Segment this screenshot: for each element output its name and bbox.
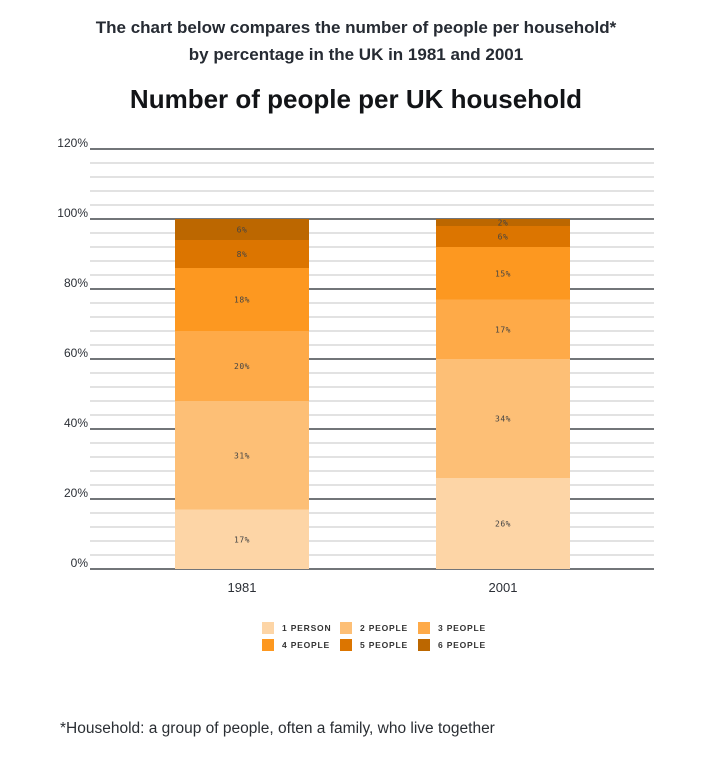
legend-swatch xyxy=(262,639,274,651)
segment-label: 17% xyxy=(234,535,250,544)
legend-swatch xyxy=(340,639,352,651)
segment-label: 6% xyxy=(237,226,248,235)
legend-swatch xyxy=(262,622,274,634)
legend-swatch xyxy=(418,622,430,634)
bar-segment xyxy=(436,226,570,247)
bar-segment xyxy=(436,219,570,226)
x-tick-label: 2001 xyxy=(489,580,518,595)
intro-line-2: by percentage in the UK in 1981 and 2001 xyxy=(188,45,524,64)
bar-segment xyxy=(175,240,309,268)
y-tick-label: 100% xyxy=(57,206,88,220)
legend-label: 5 PEOPLE xyxy=(360,640,408,650)
bar-segment xyxy=(436,478,570,569)
segment-label: 31% xyxy=(234,451,250,460)
segment-label: 20% xyxy=(234,362,250,371)
legend-label: 4 PEOPLE xyxy=(282,640,330,650)
legend-label: 1 PERSON xyxy=(282,623,331,633)
segment-label: 34% xyxy=(495,415,511,424)
segment-label: 2% xyxy=(498,219,509,228)
segment-label: 8% xyxy=(237,250,248,259)
stacked-bar-chart: 0% 20% 40% 60% 80% 100% 120% 17% 31% 20% 18% 8% 6% 19… xyxy=(57,136,654,651)
chart-intro: The chart below compares the number of p… xyxy=(0,14,712,68)
segment-label: 6% xyxy=(498,233,509,242)
y-tick-label: 20% xyxy=(64,486,88,500)
bar-segment xyxy=(436,359,570,478)
legend-label: 3 PEOPLE xyxy=(438,623,486,633)
y-tick-label: 0% xyxy=(71,556,89,570)
y-tick-label: 60% xyxy=(64,346,88,360)
bar-segment xyxy=(436,299,570,359)
intro-line-1: The chart below compares the number of p… xyxy=(95,18,617,37)
bar-segment xyxy=(436,247,570,300)
bar-segment xyxy=(175,268,309,331)
bar-segment xyxy=(175,509,309,569)
footnote: *Household: a group of people, often a f… xyxy=(60,720,495,737)
bar-segment xyxy=(175,331,309,401)
legend-label: 2 PEOPLE xyxy=(360,623,408,633)
segment-label: 17% xyxy=(495,325,511,334)
legend-label: 6 PEOPLE xyxy=(438,640,486,650)
y-tick-label: 40% xyxy=(64,416,88,430)
legend-swatch xyxy=(340,622,352,634)
x-tick-label: 1981 xyxy=(228,580,257,595)
legend-swatch xyxy=(418,639,430,651)
segment-label: 18% xyxy=(234,296,250,305)
bar-segment xyxy=(175,219,309,240)
y-tick-label: 120% xyxy=(57,136,88,150)
segment-label: 15% xyxy=(495,269,511,278)
bar-segment xyxy=(175,401,309,510)
chart-title: Number of people per UK household xyxy=(129,84,583,114)
segment-label: 26% xyxy=(495,520,511,529)
y-tick-label: 80% xyxy=(64,276,88,290)
